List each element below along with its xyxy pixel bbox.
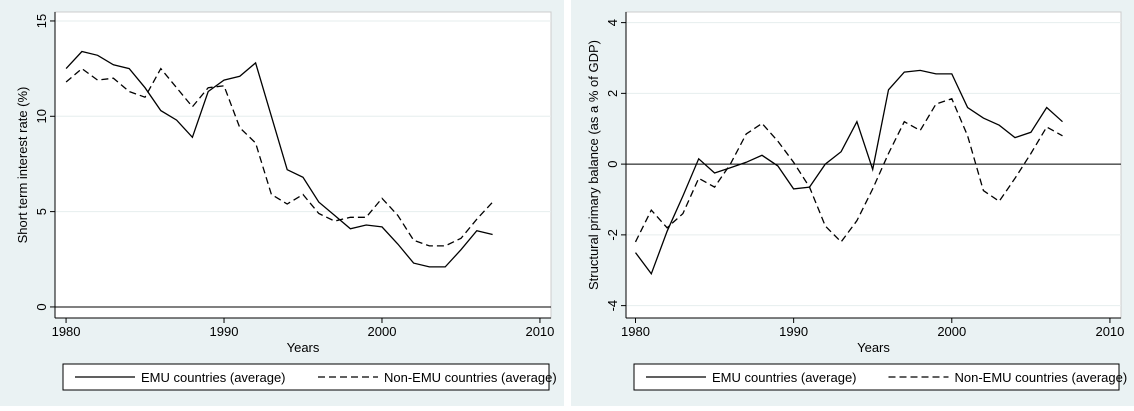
chart-panel: 0 5 10 15 1980 1990 2000 2010 Years Short term in… xyxy=(0,0,564,406)
x-tick-label: 2000 xyxy=(937,324,966,339)
x-tick-label: 1980 xyxy=(621,324,650,339)
x-tick-label: 2010 xyxy=(525,324,554,339)
legend xyxy=(633,363,1120,391)
legend-label: Non-EMU countries (average) xyxy=(955,370,1128,385)
y-tick-label: 2 xyxy=(605,90,620,97)
y-tick-label: 4 xyxy=(605,19,620,26)
series-line xyxy=(634,69,1063,276)
y-tick-label: 15 xyxy=(34,14,49,28)
series-line xyxy=(634,97,1063,243)
y-tick-label: -4 xyxy=(605,300,620,312)
y-tick-label: 10 xyxy=(34,109,49,123)
x-tick-label: 1980 xyxy=(52,324,81,339)
y-tick-label: -2 xyxy=(605,229,620,241)
series-line xyxy=(65,50,493,268)
legend-label: Non-EMU countries (average) xyxy=(384,370,557,385)
y-axis-title: Short term interest rate (%) xyxy=(15,87,30,244)
x-axis-title: Years xyxy=(287,340,320,355)
x-tick-label: 1990 xyxy=(210,324,239,339)
y-tick-label: 0 xyxy=(34,303,49,310)
legend-label: EMU countries (average) xyxy=(141,370,286,385)
x-tick-label: 2010 xyxy=(1095,324,1124,339)
x-tick-label: 2000 xyxy=(368,324,397,339)
y-axis-title: Structural primary balance (as a % of GD… xyxy=(586,40,601,290)
legend xyxy=(62,363,550,391)
chart-panel: -4 -2 0 2 4 1980 1990 2000 2010 Years Structural p… xyxy=(571,0,1134,406)
y-tick-label: 5 xyxy=(34,208,49,215)
series-line xyxy=(65,67,494,247)
x-tick-label: 1990 xyxy=(779,324,808,339)
legend-label: EMU countries (average) xyxy=(712,370,857,385)
y-tick-label: 0 xyxy=(605,160,620,167)
plot-area xyxy=(54,11,552,319)
x-axis-title: Years xyxy=(857,340,890,355)
